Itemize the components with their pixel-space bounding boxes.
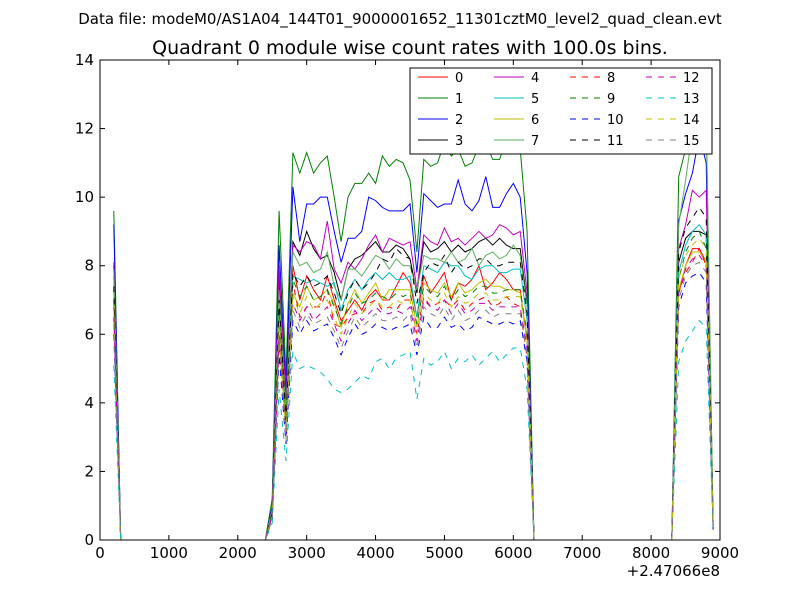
series-line-11 <box>113 206 714 540</box>
y-tick-label: 0 <box>84 531 94 549</box>
legend-label-11: 11 <box>607 134 624 149</box>
series-layer <box>113 106 714 540</box>
y-tick-label: 8 <box>84 257 94 275</box>
x-tick-label: 4000 <box>356 544 394 562</box>
x-tick-label: 2000 <box>219 544 257 562</box>
plot-frame <box>99 59 721 541</box>
series-line-9 <box>113 230 714 540</box>
x-tick-label: 9000 <box>701 544 739 562</box>
series-line-10 <box>113 271 714 540</box>
legend-label-6: 6 <box>531 113 539 128</box>
x-tick-label: 1000 <box>150 544 188 562</box>
legend-label-15: 15 <box>683 134 700 149</box>
legend-label-2: 2 <box>455 113 463 128</box>
chart-title: Quadrant 0 module wise count rates with … <box>152 37 668 59</box>
y-tick-label: 10 <box>75 188 94 206</box>
series-line-1 <box>113 106 714 540</box>
series-line-14 <box>113 237 714 540</box>
y-tick-label: 6 <box>84 325 94 343</box>
x-tick-label: 0 <box>95 544 105 562</box>
legend-label-9: 9 <box>607 92 615 107</box>
legend-label-5: 5 <box>531 92 539 107</box>
legend-label-12: 12 <box>683 71 700 86</box>
legend-label-0: 0 <box>455 71 463 86</box>
legend-label-10: 10 <box>607 113 624 128</box>
legend-label-7: 7 <box>531 134 539 149</box>
legend-label-4: 4 <box>531 71 539 86</box>
legend-label-1: 1 <box>455 92 463 107</box>
x-tick-label: 3000 <box>288 544 326 562</box>
x-axis: 0 1000 2000 3000 4000 5000 6000 7000 8000 9000 <box>95 60 739 562</box>
x-tick-label: 5000 <box>425 544 463 562</box>
y-tick-label: 14 <box>75 51 94 69</box>
y-tick-label: 12 <box>75 120 94 138</box>
series-line-15 <box>113 261 714 540</box>
x-axis-offset-label: +2.47066e8 <box>627 562 720 580</box>
y-tick-label: 4 <box>84 394 94 412</box>
figure-suptitle: Data file: modeM0/AS1A04_144T01_90000016… <box>78 10 722 29</box>
y-tick-label: 2 <box>84 462 94 480</box>
x-tick-label: 8000 <box>632 544 670 562</box>
legend-label-13: 13 <box>683 92 700 107</box>
series-line-13 <box>113 319 714 540</box>
x-tick-label: 6000 <box>494 544 532 562</box>
legend-label-8: 8 <box>607 71 615 86</box>
legend-label-3: 3 <box>455 134 463 149</box>
legend-label-14: 14 <box>683 113 700 128</box>
x-tick-label: 7000 <box>563 544 601 562</box>
